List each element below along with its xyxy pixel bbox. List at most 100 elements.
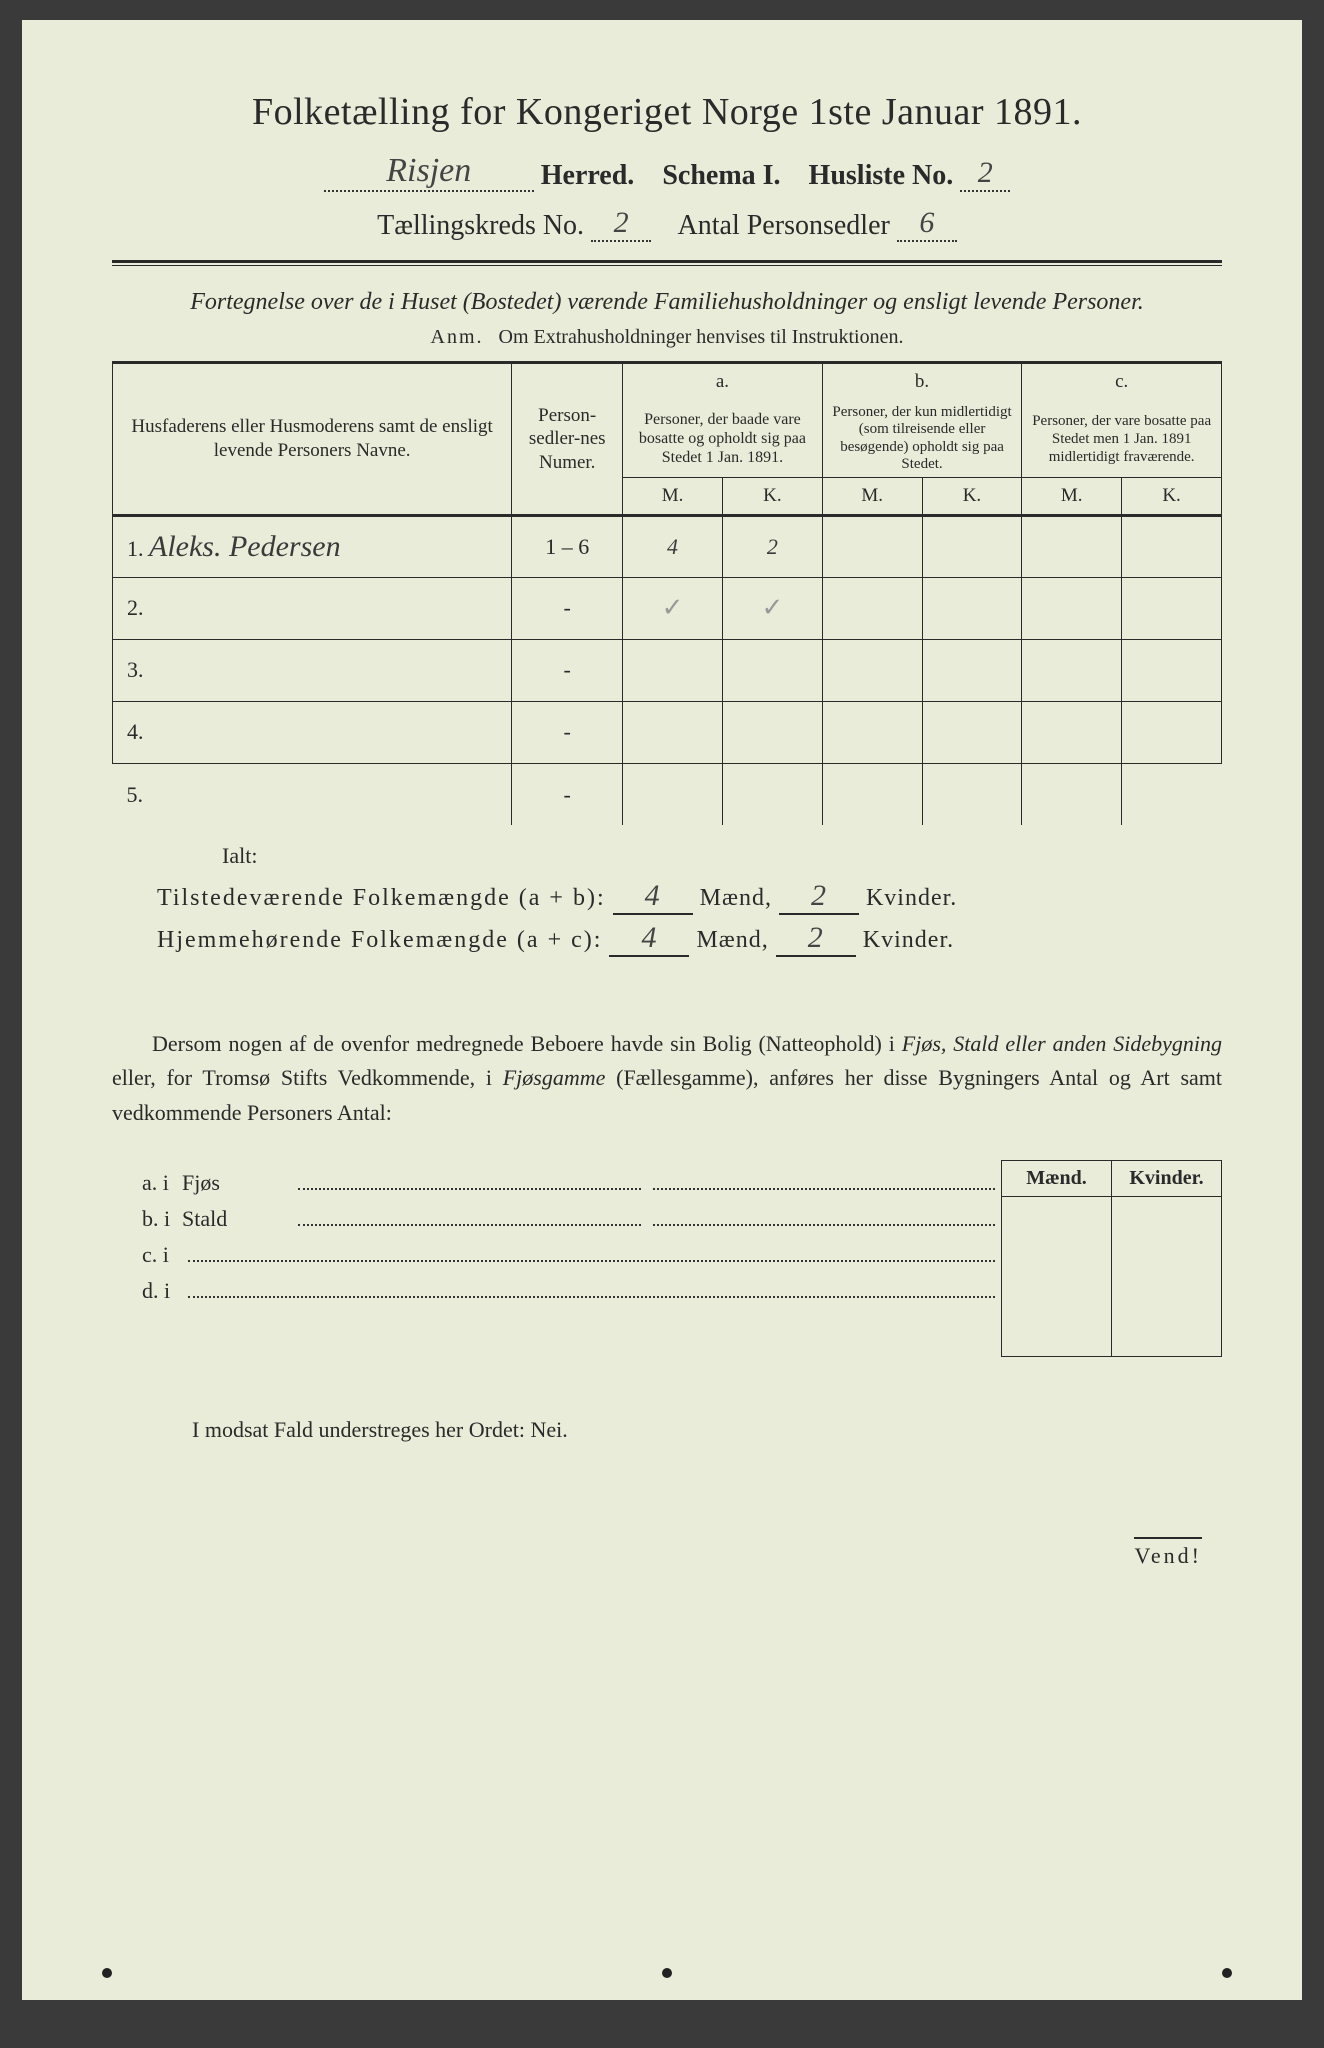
kreds-label: Tællingskreds No.	[377, 210, 584, 241]
col-b-text: Personer, der kun midlertidigt (som tilr…	[822, 400, 1022, 478]
row-num: 1.	[127, 536, 144, 561]
row-a-m: 4	[623, 515, 723, 577]
header-line-1: Risjen Herred. Schema I. Husliste No. 2	[112, 152, 1222, 192]
totals2-k: 2	[776, 921, 856, 957]
row-b-k	[922, 639, 1022, 701]
punch-hole-icon	[662, 1968, 672, 1978]
totals2-label: Hjemmehørende Folkemængde (a + c):	[157, 927, 602, 953]
row-a-m: ✓	[623, 577, 723, 639]
row-personseddel: -	[512, 577, 623, 639]
row-c-m	[1022, 763, 1122, 825]
col-a-label: a.	[623, 363, 823, 400]
row-c-m	[1022, 515, 1122, 577]
kvinder-label: Kvinder.	[863, 927, 954, 953]
dotted-line	[188, 1284, 995, 1298]
building-list: a. i Fjøs b. i Stald c. i d. i	[112, 1160, 1001, 1357]
maend-label: Mænd,	[700, 885, 772, 911]
kreds-value: 2	[591, 206, 651, 242]
row-c-k	[1122, 701, 1222, 763]
row-num: 4.	[127, 719, 144, 744]
row-c-k	[1122, 577, 1222, 639]
row-c-k	[1122, 639, 1222, 701]
punch-hole-icon	[1222, 1968, 1232, 1978]
totals-line-1: Tilstedeværende Folkemængde (a + b): 4 M…	[157, 879, 1222, 915]
totals1-label: Tilstedeværende Folkemængde (a + b):	[157, 885, 606, 911]
row-personseddel: 1 – 6	[512, 515, 623, 577]
row-a-k: ✓	[722, 577, 822, 639]
schema-label: Schema I.	[662, 160, 780, 191]
row-a-k	[722, 763, 822, 825]
table-row: 4. -	[113, 701, 1222, 763]
table-row: 5. -	[113, 763, 1222, 825]
footer-line: I modsat Fald understreges her Ordet: Ne…	[112, 1417, 1222, 1443]
mk-k-header: Kvinder.	[1112, 1160, 1222, 1196]
vend-text: Vend!	[1134, 1537, 1202, 1568]
row-b-m	[822, 763, 922, 825]
col-c-text: Personer, der vare bosatte paa Stedet me…	[1022, 400, 1222, 478]
row-personseddel: -	[512, 763, 623, 825]
punch-hole-icon	[102, 1968, 112, 1978]
row-a-k	[722, 639, 822, 701]
building-lab: b. i	[112, 1206, 182, 1232]
row-personseddel: -	[512, 701, 623, 763]
dotted-line	[653, 1212, 996, 1226]
row-c-m	[1022, 639, 1122, 701]
kvinder-label: Kvinder.	[866, 885, 957, 911]
row-b-k	[922, 763, 1022, 825]
mk-m-header: Mænd.	[1002, 1160, 1112, 1196]
row-personseddel: -	[512, 639, 623, 701]
dotted-line	[298, 1176, 641, 1190]
row-name: 1. Aleks. Pedersen	[113, 515, 512, 577]
c-k: K.	[1122, 478, 1222, 516]
building-row: b. i Stald	[112, 1206, 1001, 1232]
row-a-m	[623, 763, 723, 825]
row-name-text: Aleks. Pedersen	[149, 530, 341, 563]
row-b-m	[822, 515, 922, 577]
table-row: 1. Aleks. Pedersen 1 – 6 4 2	[113, 515, 1222, 577]
anm-label: Anm.	[431, 326, 484, 348]
c-m: M.	[1022, 478, 1122, 516]
b-k: K.	[922, 478, 1022, 516]
subtitle: Fortegnelse over de i Huset (Bostedet) v…	[112, 286, 1222, 318]
anm-line: Anm. Om Extrahusholdninger henvises til …	[112, 326, 1222, 349]
building-row: d. i	[112, 1278, 1001, 1304]
mk-m-cell	[1002, 1196, 1112, 1356]
mk-table: Mænd. Kvinder.	[1001, 1160, 1222, 1357]
col-c-label: c.	[1022, 363, 1222, 400]
ialt-label: Ialt:	[222, 843, 1222, 869]
divider	[112, 260, 1222, 266]
building-word: Stald	[182, 1206, 292, 1232]
building-paragraph: Dersom nogen af de ovenfor medregnede Be…	[112, 1027, 1222, 1129]
col-names-text: Husfaderens eller Husmoderens samt de en…	[131, 416, 492, 461]
dotted-line	[653, 1176, 996, 1190]
col-b-label: b.	[822, 363, 1022, 400]
row-c-m	[1022, 701, 1122, 763]
maend-label: Mænd,	[696, 927, 768, 953]
building-block: a. i Fjøs b. i Stald c. i d. i	[112, 1160, 1222, 1357]
antal-value: 6	[897, 206, 957, 242]
table-row: 3. -	[113, 639, 1222, 701]
row-name: 2.	[113, 577, 512, 639]
census-form-page: Folketælling for Kongeriget Norge 1ste J…	[22, 20, 1302, 2000]
col-names-header: Husfaderens eller Husmoderens samt de en…	[113, 363, 512, 516]
totals1-k: 2	[779, 879, 859, 915]
husliste-label: Husliste No.	[809, 160, 954, 191]
row-num: 2.	[127, 595, 144, 620]
anm-text: Om Extrahusholdninger henvises til Instr…	[499, 326, 904, 348]
page-title: Folketælling for Kongeriget Norge 1ste J…	[112, 90, 1222, 134]
row-name: 3.	[113, 639, 512, 701]
vend-label: Vend!	[112, 1543, 1222, 1569]
row-b-m	[822, 577, 922, 639]
dotted-line	[298, 1212, 641, 1226]
a-m: M.	[623, 478, 723, 516]
dotted-line	[188, 1248, 995, 1262]
row-a-m	[623, 701, 723, 763]
building-row: c. i	[112, 1242, 1001, 1268]
a-k: K.	[722, 478, 822, 516]
row-num: 5.	[127, 782, 144, 807]
row-a-k: 2	[722, 515, 822, 577]
antal-label: Antal Personsedler	[678, 210, 890, 241]
row-num: 3.	[127, 657, 144, 682]
row-b-m	[822, 639, 922, 701]
mk-k-cell	[1112, 1196, 1222, 1356]
